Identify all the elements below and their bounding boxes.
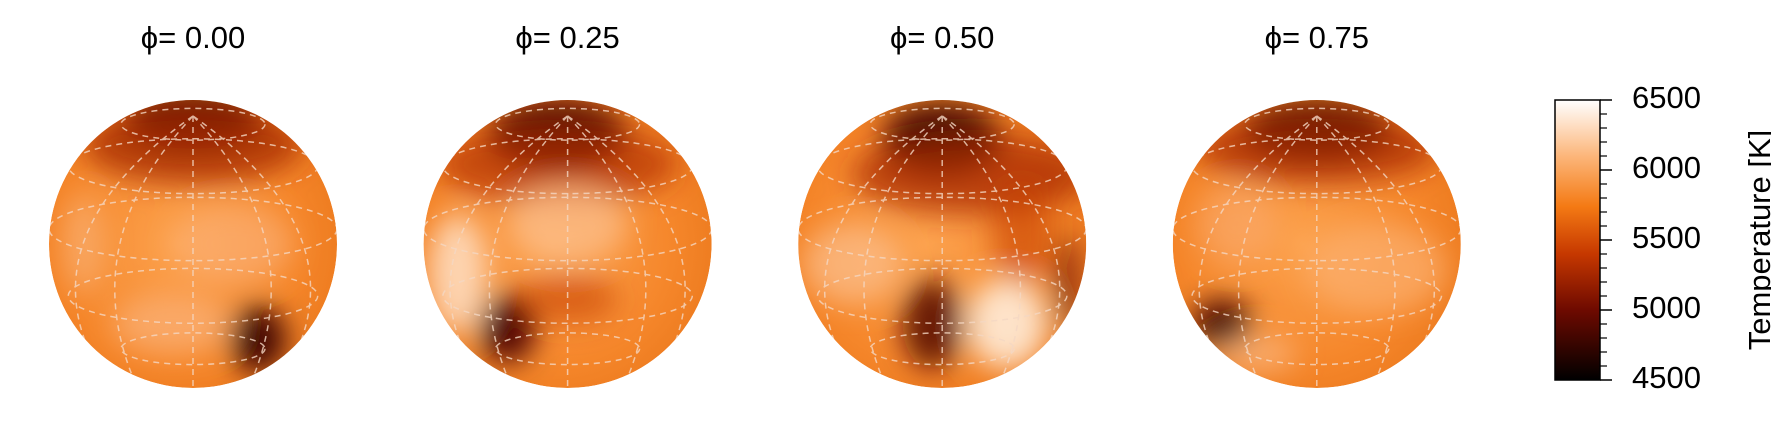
star-surface xyxy=(798,100,1087,388)
spot xyxy=(113,294,233,354)
colorbar-tick-label: 5000 xyxy=(1632,290,1701,325)
spot xyxy=(507,184,628,264)
spot xyxy=(802,224,903,304)
latitude-line xyxy=(67,267,319,324)
spot xyxy=(437,124,678,204)
spot xyxy=(902,279,963,369)
panel-title: ϕ= 0.00 xyxy=(141,20,245,55)
spots xyxy=(427,100,678,363)
star-panel: ϕ= 0.75 xyxy=(1172,20,1461,388)
spot xyxy=(427,214,488,334)
colorbar-tick-label: 6000 xyxy=(1632,150,1701,185)
longitude-line xyxy=(114,115,194,388)
colorbar-tick-label: 4500 xyxy=(1632,360,1701,395)
spot xyxy=(173,204,293,284)
star-panel: ϕ= 0.50 xyxy=(798,20,1087,388)
longitude-line xyxy=(567,115,647,388)
latitude-line xyxy=(442,267,694,324)
latitude-line xyxy=(120,332,266,366)
latitude-line xyxy=(494,332,641,366)
star-panel: ϕ= 0.25 xyxy=(423,20,712,388)
spot xyxy=(1196,184,1277,264)
colorbar-gradient xyxy=(1554,99,1601,381)
spot xyxy=(1055,234,1080,334)
panels: ϕ= 0.00 ϕ= 0.25 ϕ= 0.50 ϕ= 0.75 xyxy=(49,20,1461,388)
spot xyxy=(63,194,103,294)
colorbar-tick-label: 6500 xyxy=(1632,80,1701,115)
longitude-line xyxy=(1237,115,1318,388)
latitude-line xyxy=(1191,267,1443,324)
panel-title: ϕ= 0.75 xyxy=(1265,20,1369,55)
longitude-line xyxy=(1316,115,1396,388)
latitude-line xyxy=(816,267,1068,324)
spot xyxy=(852,134,1087,214)
colorbar-tick-label: 5500 xyxy=(1632,220,1701,255)
spot xyxy=(992,184,1053,284)
spot xyxy=(230,305,286,373)
latitude-line xyxy=(869,332,1015,366)
latitude-line xyxy=(869,107,1015,141)
latitude-line xyxy=(120,107,266,141)
star-surface xyxy=(423,100,712,388)
star-panel: ϕ= 0.00 xyxy=(49,20,337,388)
colorbar: Temperature [K] 4500 5000 5500 6000 6500 xyxy=(1554,80,1771,395)
latitude-line xyxy=(1244,332,1390,366)
spot xyxy=(967,279,1048,369)
panel-title: ϕ= 0.50 xyxy=(890,20,994,55)
panel-title: ϕ= 0.25 xyxy=(515,20,619,55)
spot xyxy=(479,295,536,363)
star-surface xyxy=(49,100,337,388)
star-surface xyxy=(1172,100,1461,388)
latitude-line xyxy=(494,107,641,141)
longitude-line xyxy=(863,115,943,388)
latitude-line xyxy=(1244,107,1390,141)
longitude-line xyxy=(192,115,272,388)
longitude-line xyxy=(941,115,1022,388)
spots xyxy=(802,104,1087,369)
spot xyxy=(1306,224,1447,314)
spot xyxy=(517,274,618,324)
colorbar-label: Temperature [K] xyxy=(1742,130,1771,351)
longitude-line xyxy=(488,115,569,388)
